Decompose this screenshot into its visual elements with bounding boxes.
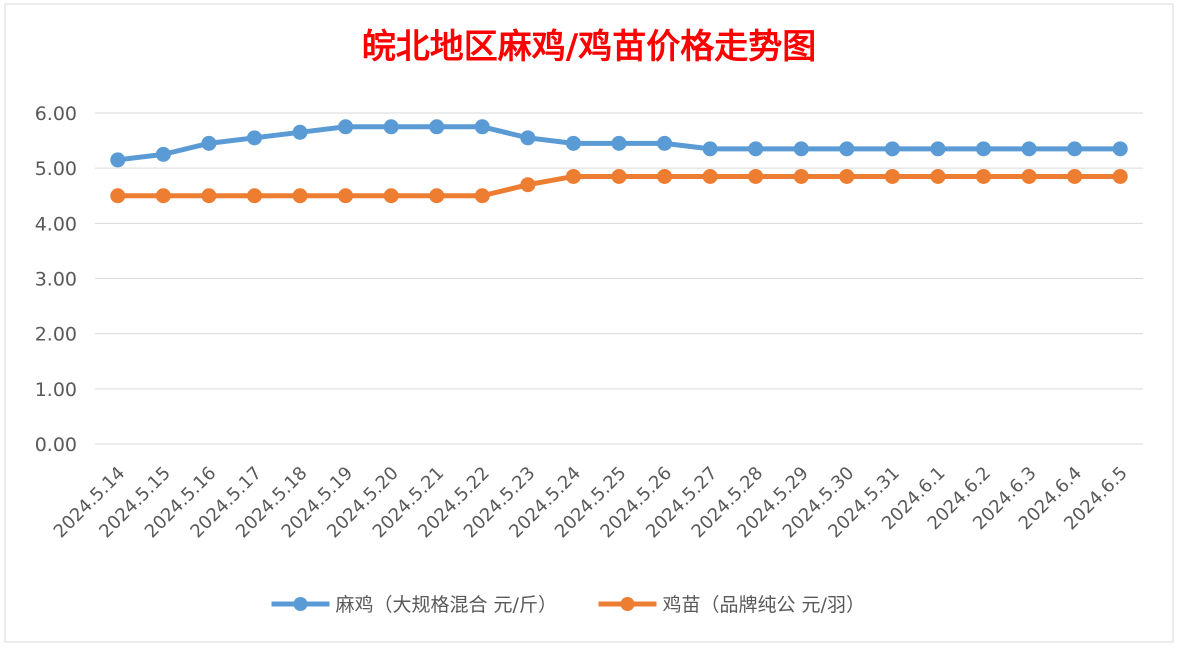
data-point: [429, 119, 445, 135]
data-point: [155, 188, 171, 204]
data-point: [1067, 168, 1083, 184]
data-point: [201, 188, 217, 204]
data-point: [565, 135, 581, 151]
legend-swatch-marker: [620, 597, 635, 611]
data-point: [657, 168, 673, 184]
data-point: [1021, 141, 1037, 157]
data-point: [246, 130, 262, 146]
chart-title: 皖北地区麻鸡/鸡苗价格走势图: [362, 27, 816, 67]
data-point: [930, 168, 946, 184]
data-point: [611, 135, 627, 151]
y-axis: 0.00 1.00 2.00 3.00 4.00 5.00 6.00: [35, 103, 77, 456]
data-point: [611, 168, 627, 184]
data-point: [383, 119, 399, 135]
chart-frame: [4, 3, 1174, 643]
y-tick-label: 0.00: [35, 434, 77, 456]
data-point: [976, 168, 992, 184]
data-point: [702, 141, 718, 157]
data-point: [793, 141, 809, 157]
data-point: [748, 141, 764, 157]
legend-item-2[interactable]: 鸡苗（品牌纯公 元/羽）: [598, 594, 865, 616]
data-point: [884, 141, 900, 157]
data-point: [976, 141, 992, 157]
y-tick-label: 3.00: [35, 269, 77, 291]
data-point: [1021, 168, 1037, 184]
y-tick-label: 6.00: [35, 103, 77, 125]
data-point: [155, 146, 171, 162]
data-point: [1112, 168, 1128, 184]
data-point: [383, 188, 399, 204]
series-2: [110, 168, 1128, 204]
legend: 麻鸡（大规格混合 元/斤） 鸡苗（品牌纯公 元/羽）: [271, 594, 865, 616]
data-point: [201, 135, 217, 151]
data-point: [748, 168, 764, 184]
y-tick-label: 2.00: [35, 324, 77, 346]
legend-swatch-marker: [293, 597, 308, 611]
legend-label: 鸡苗（品牌纯公 元/羽）: [663, 594, 865, 616]
series-group: [110, 119, 1128, 204]
data-point: [702, 168, 718, 184]
gridlines: [95, 112, 1143, 445]
y-tick-label: 1.00: [35, 379, 77, 401]
data-point: [884, 168, 900, 184]
data-point: [338, 119, 354, 135]
data-point: [520, 130, 536, 146]
data-point: [1067, 141, 1083, 157]
data-point: [110, 188, 126, 204]
legend-label: 麻鸡（大规格混合 元/斤）: [336, 594, 557, 616]
data-point: [338, 188, 354, 204]
data-point: [292, 124, 308, 140]
data-point: [565, 168, 581, 184]
data-point: [1112, 141, 1128, 157]
data-point: [474, 119, 490, 135]
series-1: [110, 119, 1128, 168]
legend-item-1[interactable]: 麻鸡（大规格混合 元/斤）: [271, 594, 557, 616]
data-point: [657, 135, 673, 151]
data-point: [839, 141, 855, 157]
data-point: [520, 177, 536, 193]
y-tick-label: 4.00: [35, 213, 77, 235]
data-point: [110, 152, 126, 168]
data-point: [474, 188, 490, 204]
data-point: [246, 188, 262, 204]
y-tick-label: 5.00: [35, 158, 77, 180]
data-point: [839, 168, 855, 184]
data-point: [429, 188, 445, 204]
data-point: [930, 141, 946, 157]
data-point: [793, 168, 809, 184]
data-point: [292, 188, 308, 204]
